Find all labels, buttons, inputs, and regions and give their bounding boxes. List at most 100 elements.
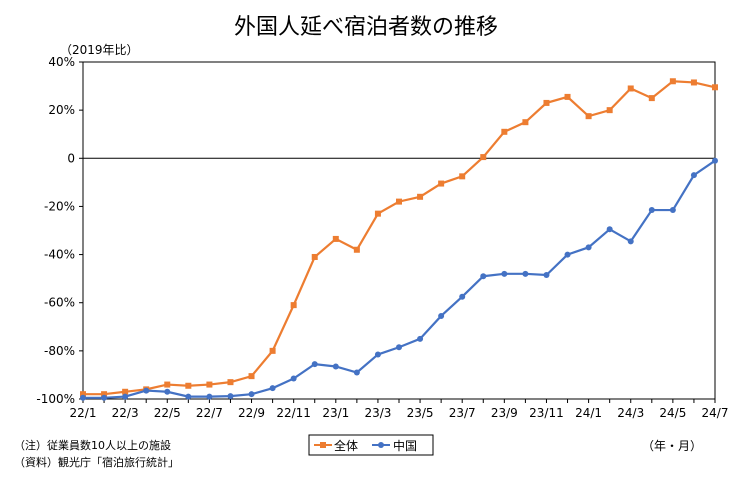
data-point bbox=[164, 381, 171, 388]
x-tick-label: 22/1 bbox=[70, 406, 97, 420]
data-point bbox=[122, 388, 129, 395]
x-tick-label: 24/7 bbox=[702, 406, 729, 420]
data-point bbox=[80, 394, 86, 401]
data-point bbox=[353, 246, 360, 253]
x-tick-label: 24/5 bbox=[659, 406, 686, 420]
x-axis-ticks: 22/1 22/3 22/5 22/7 22/9 22/11 23/1 23/3 23/5 23/… bbox=[70, 399, 729, 420]
data-point bbox=[648, 207, 655, 214]
data-point bbox=[290, 302, 297, 309]
data-point bbox=[269, 385, 276, 392]
data-point bbox=[564, 251, 571, 258]
data-point bbox=[332, 363, 339, 370]
x-tick-label: 23/5 bbox=[407, 406, 434, 420]
data-point bbox=[311, 361, 318, 368]
data-point bbox=[206, 393, 213, 400]
data-point bbox=[164, 388, 171, 395]
x-tick-label: 24/1 bbox=[575, 406, 602, 420]
data-point bbox=[669, 78, 676, 85]
y-tick-label: 40% bbox=[48, 55, 75, 69]
legend-box bbox=[308, 434, 434, 456]
data-point bbox=[269, 347, 276, 354]
data-point bbox=[669, 207, 676, 214]
data-point bbox=[417, 335, 424, 342]
data-point bbox=[690, 79, 697, 86]
data-point bbox=[227, 379, 234, 386]
data-point bbox=[522, 119, 529, 126]
data-point bbox=[290, 375, 297, 382]
data-point bbox=[501, 128, 508, 135]
data-point bbox=[480, 273, 487, 280]
data-point bbox=[585, 113, 592, 120]
legend-label-total: 全体 bbox=[334, 438, 358, 453]
data-point bbox=[712, 157, 718, 164]
legend-item-china: 中国 bbox=[372, 438, 417, 453]
data-point bbox=[690, 172, 697, 179]
note-text: （注）従業員数10人以上の施設 bbox=[14, 438, 171, 452]
y-tick-label: -20% bbox=[44, 199, 75, 213]
legend-label-china: 中国 bbox=[393, 438, 417, 453]
data-point bbox=[459, 173, 466, 180]
data-point bbox=[459, 293, 466, 300]
y-axis-ticks: 40% 20% 0 -20% -40% -60% -80% -100% bbox=[36, 55, 83, 406]
data-point bbox=[143, 387, 150, 394]
data-point bbox=[438, 180, 445, 187]
data-point bbox=[627, 85, 634, 92]
x-tick-label: 23/7 bbox=[449, 406, 476, 420]
data-point bbox=[206, 381, 213, 388]
data-point bbox=[374, 351, 381, 358]
data-point bbox=[374, 210, 381, 217]
legend-marker-circle bbox=[378, 442, 384, 448]
data-point bbox=[522, 270, 529, 277]
chart-title: 外国人延べ宿泊者数の推移 bbox=[234, 15, 498, 40]
y-tick-label: 20% bbox=[48, 103, 75, 117]
data-point bbox=[480, 154, 487, 161]
series-1 bbox=[80, 157, 718, 401]
x-tick-label: 23/11 bbox=[529, 406, 564, 420]
x-tick-label: 23/1 bbox=[322, 406, 349, 420]
x-tick-label: 22/11 bbox=[276, 406, 311, 420]
data-point bbox=[712, 84, 718, 91]
data-point bbox=[101, 391, 108, 398]
data-point bbox=[248, 391, 255, 398]
y-tick-label: -40% bbox=[44, 248, 75, 262]
data-point bbox=[648, 95, 655, 102]
data-point bbox=[353, 369, 360, 376]
data-point bbox=[396, 344, 402, 351]
x-tick-label: 22/7 bbox=[196, 406, 223, 420]
legend-item-total: 全体 bbox=[314, 438, 358, 453]
data-point bbox=[185, 382, 192, 389]
x-tick-label: 22/3 bbox=[112, 406, 139, 420]
data-point bbox=[101, 394, 108, 401]
data-point bbox=[564, 93, 571, 100]
data-point bbox=[627, 238, 634, 245]
data-point bbox=[543, 99, 550, 106]
data-point bbox=[248, 373, 255, 380]
x-unit-label: （年・月） bbox=[642, 439, 702, 453]
data-point bbox=[80, 391, 86, 398]
data-point bbox=[438, 312, 445, 319]
data-point bbox=[227, 393, 234, 400]
data-point bbox=[501, 270, 508, 277]
source-text: （資料）観光庁「宿泊旅行統計」 bbox=[14, 455, 179, 469]
data-point bbox=[332, 235, 339, 242]
data-point bbox=[311, 253, 318, 260]
y-tick-label: -60% bbox=[44, 296, 75, 310]
series-0 bbox=[80, 78, 718, 398]
series-layer bbox=[80, 78, 718, 401]
x-tick-label: 22/5 bbox=[154, 406, 181, 420]
data-point bbox=[122, 393, 129, 400]
data-point bbox=[606, 107, 613, 114]
legend-marker-square bbox=[320, 442, 326, 448]
data-point bbox=[606, 226, 613, 233]
x-tick-label: 23/9 bbox=[491, 406, 518, 420]
x-tick-label: 24/3 bbox=[617, 406, 644, 420]
data-point bbox=[396, 198, 402, 205]
y-unit-label: （2019年比） bbox=[60, 43, 139, 57]
data-point bbox=[185, 393, 192, 400]
data-point bbox=[585, 244, 592, 251]
data-point bbox=[417, 193, 424, 200]
y-tick-label: -80% bbox=[44, 344, 75, 358]
y-tick-label: -100% bbox=[36, 392, 75, 406]
x-tick-label: 23/3 bbox=[364, 406, 391, 420]
